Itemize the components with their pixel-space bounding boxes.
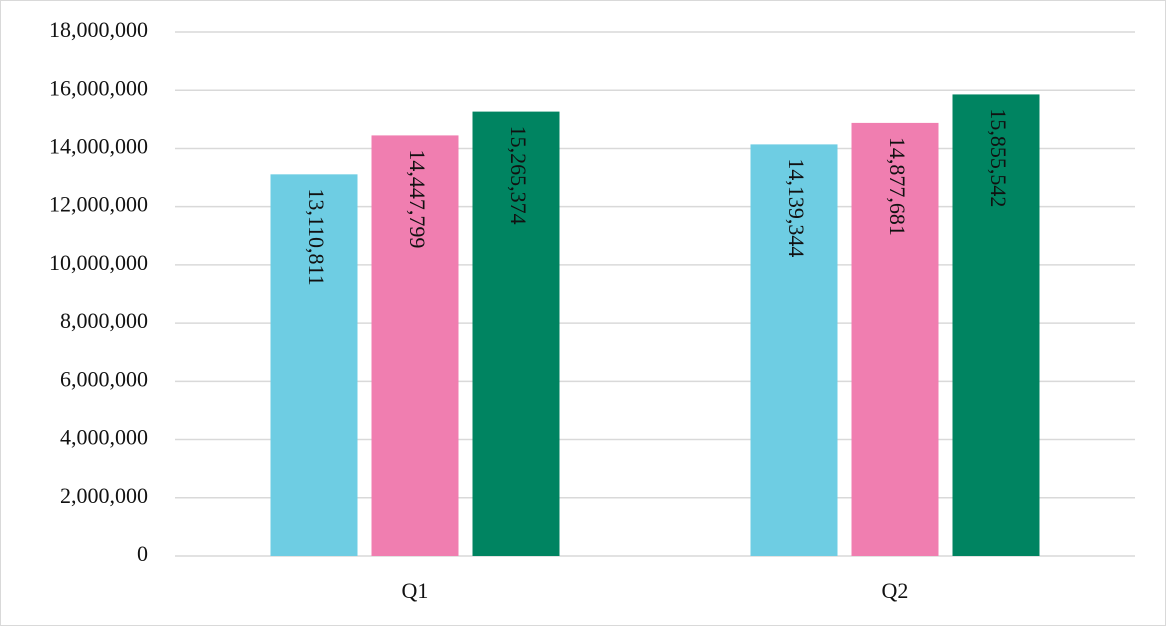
- x-tick-label: Q2: [882, 578, 909, 603]
- data-label: 13,110,811: [304, 188, 329, 285]
- y-tick-label: 2,000,000: [60, 483, 148, 508]
- bar: [472, 111, 560, 556]
- data-label: 15,265,374: [506, 126, 531, 225]
- bar: [750, 144, 838, 556]
- data-label: 14,447,799: [405, 149, 430, 248]
- y-tick-label: 0: [137, 541, 148, 566]
- y-tick-label: 14,000,000: [49, 133, 148, 158]
- y-tick-label: 4,000,000: [60, 425, 148, 450]
- bar: [270, 174, 358, 557]
- bar: [952, 94, 1040, 557]
- data-label: 15,855,542: [986, 108, 1011, 207]
- y-tick-label: 6,000,000: [60, 366, 148, 391]
- y-tick-label: 10,000,000: [49, 250, 148, 275]
- x-tick-label: Q1: [402, 578, 429, 603]
- y-tick-label: 12,000,000: [49, 192, 148, 217]
- bar: [371, 135, 459, 557]
- bar: [851, 122, 939, 557]
- y-tick-label: 18,000,000: [49, 17, 148, 42]
- y-tick-label: 16,000,000: [49, 75, 148, 100]
- y-tick-label: 8,000,000: [60, 308, 148, 333]
- data-label: 14,139,344: [784, 158, 809, 257]
- data-label: 14,877,681: [885, 137, 910, 236]
